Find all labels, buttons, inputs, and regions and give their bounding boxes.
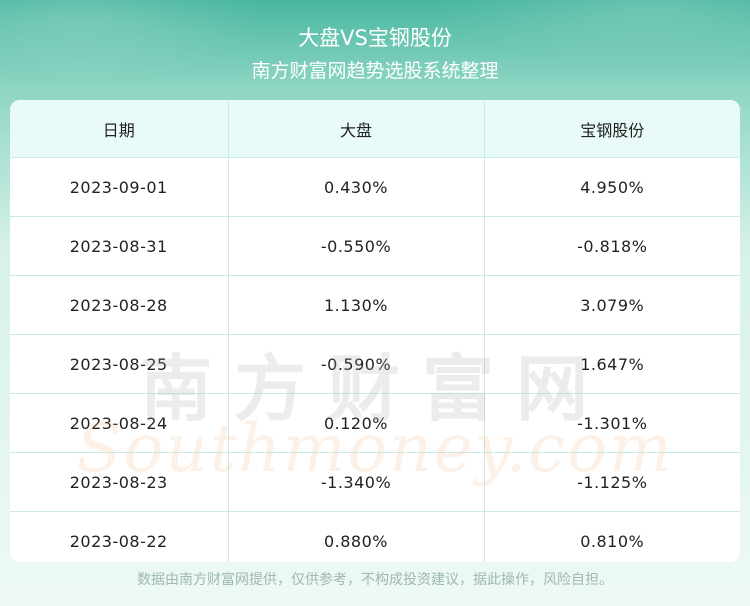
footer-disclaimer: 数据由南方财富网提供，仅供参考，不构成投资建议，据此操作，风险自担。 (137, 572, 613, 588)
cell-date: 2023-08-28 (10, 275, 229, 335)
cell-date: 2023-09-01 (10, 157, 229, 217)
table-row: 2023-08-25 -0.590% 1.647% (10, 334, 740, 394)
cell-market: 1.130% (228, 275, 485, 335)
table-row: 2023-08-24 0.120% -1.301% (10, 393, 740, 453)
column-header-stock: 宝钢股份 (484, 100, 740, 158)
table-row: 2023-08-23 -1.340% -1.125% (10, 452, 740, 512)
cell-date: 2023-08-25 (10, 334, 229, 394)
comparison-table: 日期 大盘 宝钢股份 2023-09-01 0.430% 4.950% 2023… (10, 100, 740, 562)
table-row: 2023-09-01 0.430% 4.950% (10, 157, 740, 217)
cell-stock: -0.818% (484, 216, 740, 276)
data-card: 日期 大盘 宝钢股份 2023-09-01 0.430% 4.950% 2023… (10, 100, 740, 562)
cell-date: 2023-08-22 (10, 511, 229, 562)
cell-market: 0.880% (228, 511, 485, 562)
cell-stock: 4.950% (484, 157, 740, 217)
cell-date: 2023-08-24 (10, 393, 229, 453)
page-subtitle: 南方财富网趋势选股系统整理 (251, 60, 499, 82)
cell-market: 0.430% (228, 157, 485, 217)
cell-stock: -1.301% (484, 393, 740, 453)
page-title: 大盘VS宝钢股份 (298, 26, 452, 50)
table-row: 2023-08-22 0.880% 0.810% (10, 511, 740, 562)
cell-stock: 1.647% (484, 334, 740, 394)
column-header-date: 日期 (10, 100, 229, 158)
cell-date: 2023-08-23 (10, 452, 229, 512)
cell-market: -1.340% (228, 452, 485, 512)
cell-date: 2023-08-31 (10, 216, 229, 276)
table-row: 2023-08-28 1.130% 3.079% (10, 275, 740, 335)
cell-stock: -1.125% (484, 452, 740, 512)
table-header-row: 日期 大盘 宝钢股份 (10, 100, 740, 158)
column-header-market: 大盘 (228, 100, 485, 158)
cell-market: 0.120% (228, 393, 485, 453)
header-background (0, 0, 750, 110)
cell-stock: 3.079% (484, 275, 740, 335)
cell-stock: 0.810% (580, 531, 645, 551)
table-row: 2023-08-31 -0.550% -0.818% (10, 216, 740, 276)
cell-market: -0.550% (228, 216, 485, 276)
cell-market: -0.590% (228, 334, 485, 394)
